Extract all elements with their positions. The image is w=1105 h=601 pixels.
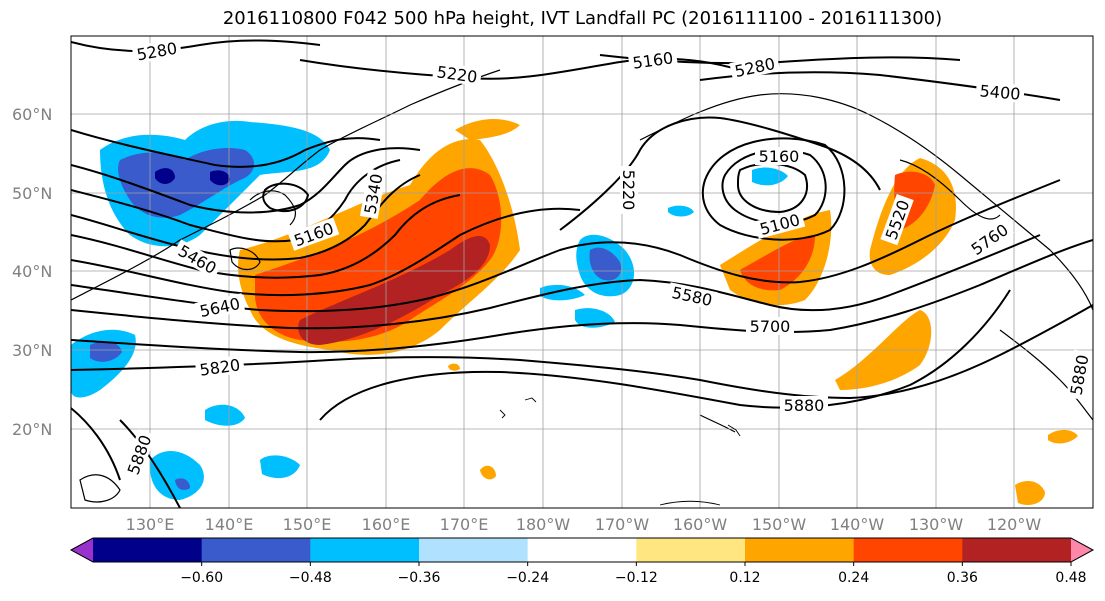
- colorbar-tick-label: 0.12: [729, 570, 760, 586]
- contour-label: 5400: [975, 80, 1025, 104]
- contour-label-background: [122, 429, 156, 481]
- contour-label-background: [288, 217, 340, 251]
- contour-label-background: [746, 317, 794, 335]
- contour-label-background: [627, 47, 678, 73]
- colorbar-tick-label: 0.36: [947, 570, 978, 586]
- latitude-labels: 60°N 50°N 40°N 30°N 20°N: [12, 105, 52, 439]
- map-frame: [70, 35, 1094, 509]
- longitude-labels: 130°E 140°E 150°E 160°E 170°E 180°W 170°…: [126, 515, 1042, 534]
- map-title: 2016110800 F042 500 hPa height, IVT Land…: [222, 8, 943, 29]
- colorbar-segment: [93, 538, 203, 562]
- lon-label-160e: 160°E: [362, 515, 411, 534]
- lon-label-150e: 150°E: [283, 515, 332, 534]
- colorbar-segment: [527, 538, 637, 562]
- contour-label: 5220: [619, 166, 638, 214]
- contour-label-background: [620, 166, 638, 214]
- lon-label-170e: 170°E: [440, 515, 489, 534]
- contour-label-background: [666, 282, 718, 310]
- contour-label: 5880: [1065, 349, 1093, 401]
- contour-label-background: [432, 61, 483, 87]
- lat-label-40: 40°N: [12, 262, 52, 281]
- contour-label-text: 5700: [750, 317, 791, 336]
- contour-label-background: [880, 194, 914, 246]
- contour-label-background: [964, 218, 1015, 261]
- colorbar-segment: [419, 538, 529, 562]
- lon-label-170w: 170°W: [595, 515, 650, 534]
- colorbar: −0.60 −0.48 −0.36 −0.24 −0.12 0.12 0.24 0.36 0.4…: [69, 537, 1095, 586]
- colorbar-tick-label: −0.24: [506, 570, 549, 586]
- colorbar-tick-label: −0.36: [398, 570, 441, 586]
- contour-label-background: [359, 168, 387, 220]
- colorbar-segment: [962, 538, 1072, 562]
- contour-label-background: [729, 53, 781, 81]
- contour-label-text: 5220: [619, 170, 638, 211]
- lon-label-140w: 140°W: [830, 515, 885, 534]
- contour-label-background: [975, 80, 1025, 104]
- colorbar-segment: [853, 538, 963, 562]
- colorbar-tick-label: −0.48: [289, 570, 332, 586]
- lat-label-20: 20°N: [12, 420, 52, 439]
- colorbar-tick-label: −0.60: [180, 570, 223, 586]
- contour-label-text: 5880: [784, 396, 825, 415]
- lon-label-130w: 130°W: [909, 515, 964, 534]
- lat-label-30: 30°N: [12, 341, 52, 360]
- lon-label-160w: 160°W: [673, 515, 728, 534]
- colorbar-segment: [636, 538, 746, 562]
- contour-label: 5160: [755, 147, 803, 166]
- colorbar-tick-label: 0.24: [838, 570, 869, 586]
- contour-label-background: [755, 147, 803, 165]
- colorbar-tick-label: −0.12: [615, 570, 658, 586]
- contour-label-text: 5400: [979, 81, 1021, 103]
- colorbar-segment: [310, 538, 420, 562]
- contour-label: 5220: [432, 61, 483, 87]
- colorbar-outline: [69, 537, 1095, 563]
- colorbar-max-extension: [1071, 538, 1093, 562]
- contour-label-background: [131, 37, 183, 65]
- colorbar-tick-label: 0.48: [1055, 570, 1086, 586]
- contour-label-background: [194, 293, 246, 321]
- contour-label: 5880: [780, 396, 828, 415]
- contour-label-background: [1065, 349, 1093, 401]
- contour-label-background: [172, 239, 223, 279]
- lat-label-50: 50°N: [12, 184, 52, 203]
- colorbar-segment: [201, 538, 311, 562]
- contour-label: 5700: [746, 317, 794, 336]
- lon-label-130e: 130°E: [126, 515, 175, 534]
- lon-label-150w: 150°W: [752, 515, 807, 534]
- contour-label-background: [194, 354, 245, 380]
- lat-label-60: 60°N: [12, 105, 52, 124]
- colorbar-min-extension: [71, 538, 93, 562]
- lon-label-120w: 120°W: [987, 515, 1042, 534]
- contour-label-background: [780, 396, 828, 414]
- colorbar-segment: [745, 538, 855, 562]
- lon-label-140e: 140°E: [205, 515, 254, 534]
- coastlines: [71, 69, 1093, 503]
- lon-label-180w: 180°W: [516, 515, 571, 534]
- contour-label-text: 5160: [759, 147, 800, 166]
- islands: [499, 397, 741, 506]
- contour-label-background: [754, 209, 806, 239]
- contour-label: 5280: [131, 37, 183, 65]
